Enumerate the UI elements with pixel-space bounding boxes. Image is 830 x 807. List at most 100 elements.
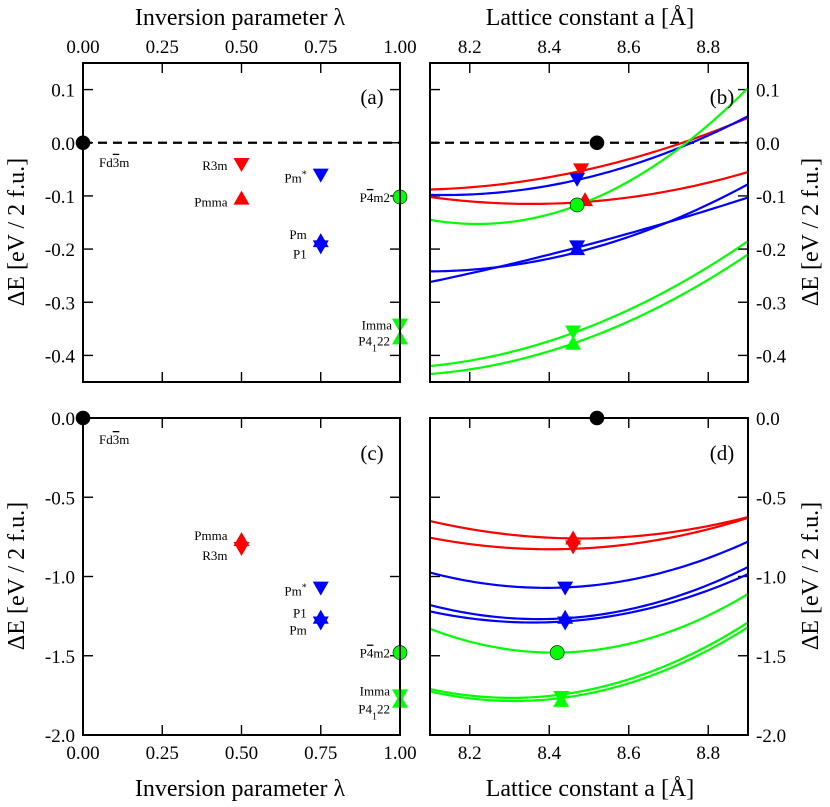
data-point	[573, 163, 590, 178]
y-tick-label: -0.4	[756, 346, 787, 367]
series-line	[430, 515, 748, 540]
data-point	[569, 241, 586, 256]
series-line	[430, 253, 748, 376]
space-group-label: Pm	[289, 622, 306, 637]
panel-frame	[82, 417, 401, 736]
series-line	[430, 626, 748, 703]
ylabel-right-bottom: ΔE [eV / 2 f.u.]	[798, 502, 824, 650]
panel-label: (b)	[710, 85, 735, 109]
space-group-label: R3m	[202, 158, 227, 173]
series-line	[430, 540, 748, 589]
data-point	[233, 541, 250, 556]
y-tick-label: 0.1	[756, 81, 780, 102]
data-point	[589, 135, 605, 151]
series-line	[430, 621, 748, 699]
x-tick-label: 0.00	[66, 743, 99, 764]
data-point	[233, 158, 250, 173]
space-group-label: P4m2	[360, 646, 390, 661]
space-group-label: Pmma	[194, 528, 227, 543]
space-group-label: Pmma	[194, 195, 227, 210]
x-tick-label: 8.4	[537, 37, 561, 58]
panel-label: (c)	[360, 441, 383, 465]
space-group-label: R3m	[202, 548, 227, 563]
space-group-label: P1	[293, 246, 307, 261]
y-tick-label: 0.1	[51, 81, 75, 102]
x-tick-label: 8.8	[696, 743, 720, 764]
space-group-label: Fd3m	[99, 155, 129, 170]
x-tick-label: 0.25	[146, 743, 179, 764]
x-tick-label: 0.25	[146, 37, 179, 58]
y-tick-label: -2.0	[45, 726, 75, 747]
data-point	[312, 616, 329, 631]
space-group-label: P1	[293, 606, 307, 621]
data-point	[565, 325, 582, 340]
data-point	[569, 197, 585, 213]
data-point	[312, 168, 329, 183]
data-point	[312, 581, 329, 596]
series-line	[430, 240, 748, 368]
y-tick-label: -0.5	[756, 488, 786, 509]
y-tick-label: 0.0	[51, 134, 75, 155]
space-group-label: P4m2	[360, 190, 390, 205]
x-tick-label: 8.6	[617, 37, 641, 58]
bottom-xlabel-right: Lattice constant a [Å]	[486, 776, 695, 802]
top-xlabel-right: Lattice constant a [Å]	[486, 5, 695, 31]
panel-label: (a)	[360, 85, 383, 109]
x-tick-label: 0.00	[66, 37, 99, 58]
x-tick-label: 8.4	[537, 743, 561, 764]
x-tick-label: 8.8	[696, 37, 720, 58]
top-xlabel-left: Inversion parameter λ	[135, 5, 346, 31]
data-point	[553, 692, 570, 707]
y-tick-label: -0.5	[45, 488, 75, 509]
space-group-label: Imma	[360, 683, 391, 698]
series-line	[430, 573, 748, 624]
data-point	[565, 540, 582, 555]
data-point	[569, 172, 586, 187]
ylabel-right-top: ΔE [eV / 2 f.u.]	[798, 158, 824, 306]
panel-d: 0.0 -0.5 -1.0 -1.5 -2.0 8.2 8.4 8.6 8.8 (d)	[429, 409, 786, 764]
space-group-label: Fd3m	[99, 432, 129, 447]
space-group-label: Pm	[289, 227, 306, 242]
y-tick-label: -2.0	[756, 726, 786, 747]
x-tick-label: 0.75	[304, 37, 337, 58]
panel-b: 0.1 0.0 -0.1 -0.2 -0.3 -0.4 8.2 8.4 8.6 8.8 (b)	[429, 37, 787, 383]
x-tick-label: 8.2	[458, 37, 482, 58]
ylabel-left-bottom: ΔE [eV / 2 f.u.]	[4, 502, 30, 650]
y-tick-label: -1.0	[756, 568, 786, 589]
y-tick-label: -0.1	[756, 187, 786, 208]
series-line	[430, 516, 748, 551]
y-tick-label: -0.3	[756, 293, 786, 314]
bottom-xlabel-left: Inversion parameter λ	[135, 776, 346, 802]
space-group-label: Imma	[362, 318, 393, 333]
plot-layer: 0.1 0.0 -0.1 -0.2 -0.3 -0.4 0.00 0.25 0.50 0.75 1.…	[45, 37, 787, 764]
y-tick-label: -1.0	[45, 568, 75, 589]
space-group-label: Pm*	[284, 169, 306, 186]
x-tick-label: 1.00	[383, 37, 416, 58]
series-line	[430, 116, 748, 191]
x-tick-label: 0.50	[225, 743, 258, 764]
series-line	[430, 592, 748, 654]
y-tick-label: 0.0	[756, 134, 780, 155]
x-tick-label: 8.2	[458, 743, 482, 764]
panel-frame	[82, 62, 401, 383]
x-tick-label: 0.50	[225, 37, 258, 58]
x-tick-label: 8.6	[617, 743, 641, 764]
data-point	[565, 335, 582, 350]
panel-c: 0.0 -0.5 -1.0 -1.5 -2.00.00 0.25 0.50 0.75 1.00 F…	[45, 409, 417, 764]
y-tick-label: -1.5	[45, 647, 75, 668]
space-group-label: P4122	[358, 333, 390, 354]
series-line	[430, 566, 748, 621]
series-line	[430, 196, 748, 284]
panel-frame	[429, 62, 749, 383]
data-point	[312, 240, 329, 255]
series-line	[430, 183, 748, 273]
space-group-label: P4122	[358, 702, 390, 723]
panel-frame	[429, 417, 749, 736]
x-tick-label: 1.00	[383, 743, 416, 764]
y-tick-label: -0.1	[45, 187, 75, 208]
y-tick-label: 0.0	[756, 409, 780, 430]
data-point	[233, 190, 250, 205]
panel-a: 0.1 0.0 -0.1 -0.2 -0.3 -0.4 0.00 0.25 0.50 0.75 1.…	[45, 37, 417, 383]
y-tick-label: 0.0	[51, 409, 75, 430]
